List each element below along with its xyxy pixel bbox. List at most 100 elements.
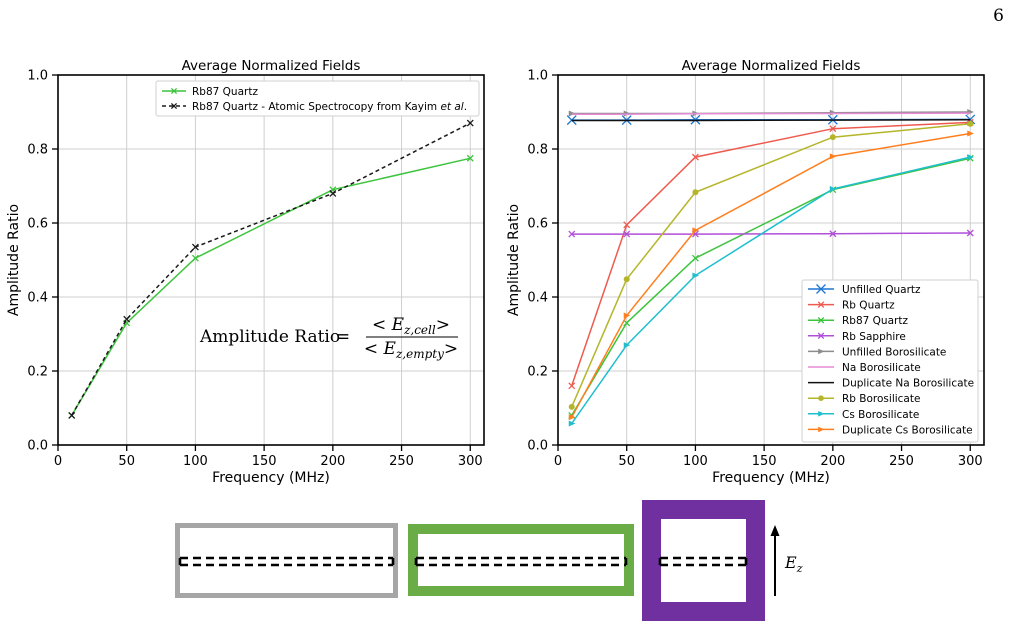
legend-marker — [816, 284, 826, 294]
chart-2: 0 50 100 150 200 250 300 0.0 0.2 0.4 0.6 0.8 1.0 Aver… — [506, 58, 985, 486]
legend-label: Duplicate Cs Borosilicate — [842, 424, 973, 436]
data-point — [967, 154, 974, 161]
field-arrow-head — [770, 525, 780, 536]
legend-marker — [817, 332, 825, 340]
y-tick-label: 0.6 — [27, 217, 48, 232]
cell-diagram: Ez — [175, 500, 803, 621]
formula-num-sub: z,cell — [403, 323, 436, 337]
data-point — [692, 189, 699, 196]
legend-box — [155, 80, 480, 117]
y-tick-label: 1.0 — [27, 69, 48, 84]
data-point — [623, 221, 631, 229]
purple-cell — [642, 500, 765, 621]
x-tick-label: 100 — [683, 454, 708, 469]
formula-den-open: < E — [364, 339, 397, 359]
legend-box — [801, 279, 979, 443]
legend: Unfilled Quartz Rb Quartz Rb87 Quartz Rb Sa… — [801, 279, 979, 443]
data-point — [329, 189, 337, 197]
legend-label-end: . — [464, 101, 467, 113]
data-point — [623, 319, 631, 327]
formula-num-close: > — [436, 315, 450, 335]
chart-title: Average Normalized Fields — [182, 58, 361, 74]
data-point — [692, 272, 700, 279]
data-point — [123, 315, 131, 323]
field-label-sub: z — [796, 562, 803, 575]
series-line — [571, 119, 971, 122]
legend-marker — [818, 395, 824, 402]
data-point — [191, 243, 199, 251]
x-axis-label: Frequency (MHz) — [212, 470, 330, 486]
data-point — [568, 403, 575, 410]
y-tick-label: 0.6 — [527, 217, 548, 232]
legend-label-text: Rb87 Quartz — [192, 86, 258, 98]
data-point — [691, 254, 699, 262]
page-number: 6 — [993, 6, 1004, 26]
data-point — [829, 134, 836, 141]
legend-marker — [818, 411, 825, 417]
series-na-borosilicate — [571, 112, 971, 115]
legend-label: Rb87 Quartz - Atomic Spectrocopy from Ka… — [192, 101, 467, 113]
data-point — [568, 420, 576, 427]
y-tick-label: 0.4 — [27, 291, 48, 306]
field-label-main: E — [784, 553, 797, 572]
data-point — [568, 414, 576, 421]
data-point — [623, 342, 631, 349]
field-label: Ez — [784, 553, 803, 575]
legend-label: Unfilled Borosilicate — [842, 346, 946, 358]
gray-cell — [175, 523, 398, 598]
legend-marker — [170, 87, 178, 95]
y-tick-label: 0.8 — [527, 143, 548, 158]
legend-label-text: Rb87 Quartz - Atomic Spectrocopy from Ka… — [192, 101, 437, 113]
data-point — [829, 185, 837, 192]
x-tick-label: 300 — [958, 454, 983, 469]
legend-label-italic: et al — [440, 101, 463, 113]
legend-label: Rb87 Quartz — [192, 86, 258, 98]
legend-marker — [817, 316, 825, 324]
x-tick-label: 0 — [54, 454, 62, 469]
data-point — [623, 312, 631, 319]
y-axis-label: Amplitude Ratio — [6, 204, 22, 316]
series-line — [71, 122, 471, 416]
data-point — [466, 154, 474, 162]
plot-frame — [557, 74, 985, 446]
data-point — [692, 227, 700, 234]
data-point — [191, 254, 199, 262]
data-point — [568, 382, 576, 390]
series-rb87-quartz-atomic-spectrocopy-from-kayim — [68, 119, 474, 419]
x-tick-label: 150 — [252, 454, 277, 469]
data-point — [967, 120, 974, 127]
data-point — [68, 411, 76, 419]
chart-title: Average Normalized Fields — [682, 58, 861, 74]
formula-den-close: > — [444, 339, 458, 359]
series-rb87-quartz — [68, 154, 474, 419]
y-tick-label: 1.0 — [527, 69, 548, 84]
formula-numerator: < Ez,cell> — [372, 315, 450, 337]
y-tick-label: 0.2 — [527, 365, 548, 380]
data-point — [967, 130, 974, 137]
legend-marker — [818, 348, 825, 355]
formula-annotation: Amplitude Ratio=< Ez,cell>< Ez,empty> — [199, 315, 458, 361]
y-tick-label: 0.8 — [27, 143, 48, 158]
x-tick-label: 250 — [389, 454, 414, 469]
x-tick-label: 50 — [118, 454, 135, 469]
series-duplicate-cs-borosilicate — [568, 130, 974, 421]
series-cs-borosilicate — [568, 154, 974, 427]
data-point — [966, 229, 974, 237]
data-point — [466, 119, 474, 127]
x-axis-label: Frequency (MHz) — [712, 470, 830, 486]
data-point — [623, 230, 631, 238]
plot-frame — [57, 74, 485, 446]
x-tick-label: 150 — [752, 454, 777, 469]
x-tick-label: 0 — [554, 454, 562, 469]
legend-marker — [818, 426, 825, 433]
legend-label: Duplicate Na Borosilicate — [842, 378, 974, 390]
x-tick-label: 200 — [820, 454, 845, 469]
y-tick-label: 0.0 — [527, 439, 548, 454]
formula-lhs: Amplitude Ratio — [199, 327, 340, 347]
x-tick-label: 300 — [458, 454, 483, 469]
series-line — [571, 232, 971, 235]
legend-label: Cs Borosilicate — [842, 409, 919, 421]
formula-num-open: < E — [372, 315, 405, 335]
y-axis-label: Amplitude Ratio — [506, 204, 522, 316]
